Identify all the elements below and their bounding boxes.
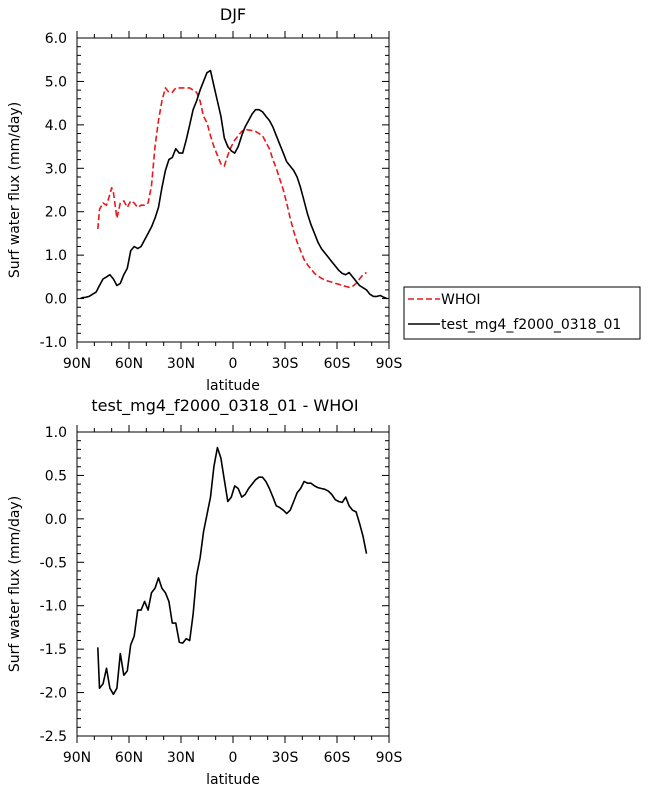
x-tick-label: 90S <box>376 750 403 766</box>
y-tick-label: 0.0 <box>45 292 67 308</box>
y-axis-label: Surf water flux (mm/day) <box>7 102 23 278</box>
top-y-axis: -1.0 0.0 1.0 2.0 3.0 4.0 5.0 6.0 <box>40 31 389 351</box>
x-tick-label: 30N <box>167 750 195 766</box>
x-tick-label: 30S <box>272 356 299 372</box>
x-tick-label: 0 <box>229 750 238 766</box>
x-tick-label: 60S <box>324 750 351 766</box>
y-tick-label: 3.0 <box>45 161 67 177</box>
bottom-chart: test_mg4_f2000_0318_01 - WHOI -2.5 -2.0 -1… <box>7 396 402 788</box>
x-tick-label: 0 <box>229 356 238 372</box>
legend-box <box>403 286 641 340</box>
x-tick-label: 90N <box>63 750 91 766</box>
y-tick-label: -1.5 <box>40 642 67 658</box>
difference-series-line <box>97 446 368 696</box>
y-tick-label: -1.0 <box>40 599 67 615</box>
x-tick-label: 60S <box>324 356 351 372</box>
x-tick-label: 30S <box>272 750 299 766</box>
y-tick-label: 2.0 <box>45 205 67 221</box>
chart-title: DJF <box>220 5 246 24</box>
y-tick-label: -1.0 <box>40 335 67 351</box>
whoi-series-line <box>97 87 367 289</box>
top-chart: DJF -1.0 0.0 1.0 2.0 3.0 4.0 5.0 6.0 90N 60N 30N 0… <box>7 5 641 394</box>
top-plot-area: -1.0 0.0 1.0 2.0 3.0 4.0 5.0 6.0 90N 60N 30N 0 30S 6… <box>40 31 403 372</box>
x-tick-label: 60N <box>115 750 143 766</box>
y-tick-label: 5.0 <box>45 74 67 90</box>
x-tick-label: 90S <box>376 356 403 372</box>
y-tick-label: 0.0 <box>45 512 67 528</box>
y-tick-label: 4.0 <box>45 118 67 134</box>
y-tick-label: -2.5 <box>40 729 67 745</box>
x-tick-label: 30N <box>167 356 195 372</box>
y-tick-label: -0.5 <box>40 555 67 571</box>
y-tick-label: -2.0 <box>40 686 67 702</box>
top-series-layer <box>80 69 388 300</box>
bottom-y-axis: -2.5 -2.0 -1.5 -1.0 -0.5 0.0 0.5 1.0 <box>40 425 389 745</box>
x-tick-label: 90N <box>63 356 91 372</box>
y-tick-label: 6.0 <box>45 31 67 47</box>
chart-title: test_mg4_f2000_0318_01 - WHOI <box>91 396 358 416</box>
bottom-x-axis: 90N 60N 30N 0 30S 60S 90S <box>63 425 403 766</box>
x-axis-label: latitude <box>206 772 260 788</box>
y-tick-label: 1.0 <box>45 248 67 264</box>
x-tick-label: 60N <box>115 356 143 372</box>
y-tick-label: 1.0 <box>45 425 67 441</box>
test-mg4-f2000-0318-01-series-line <box>80 69 388 300</box>
legend: WHOI test_mg4_f2000_0318_01 <box>403 286 641 340</box>
legend-label-whoi: WHOI <box>441 292 481 308</box>
x-axis-label: latitude <box>206 378 260 394</box>
legend-label-model: test_mg4_f2000_0318_01 <box>441 317 621 333</box>
y-tick-label: 0.5 <box>45 468 67 484</box>
bottom-plot-area: -2.5 -2.0 -1.5 -1.0 -0.5 0.0 0.5 1.0 90N 60N 30N 0… <box>40 425 403 766</box>
bottom-series-layer <box>97 446 368 696</box>
y-axis-label: Surf water flux (mm/day) <box>7 496 23 672</box>
top-x-axis: 90N 60N 30N 0 30S 60S 90S <box>63 31 403 372</box>
